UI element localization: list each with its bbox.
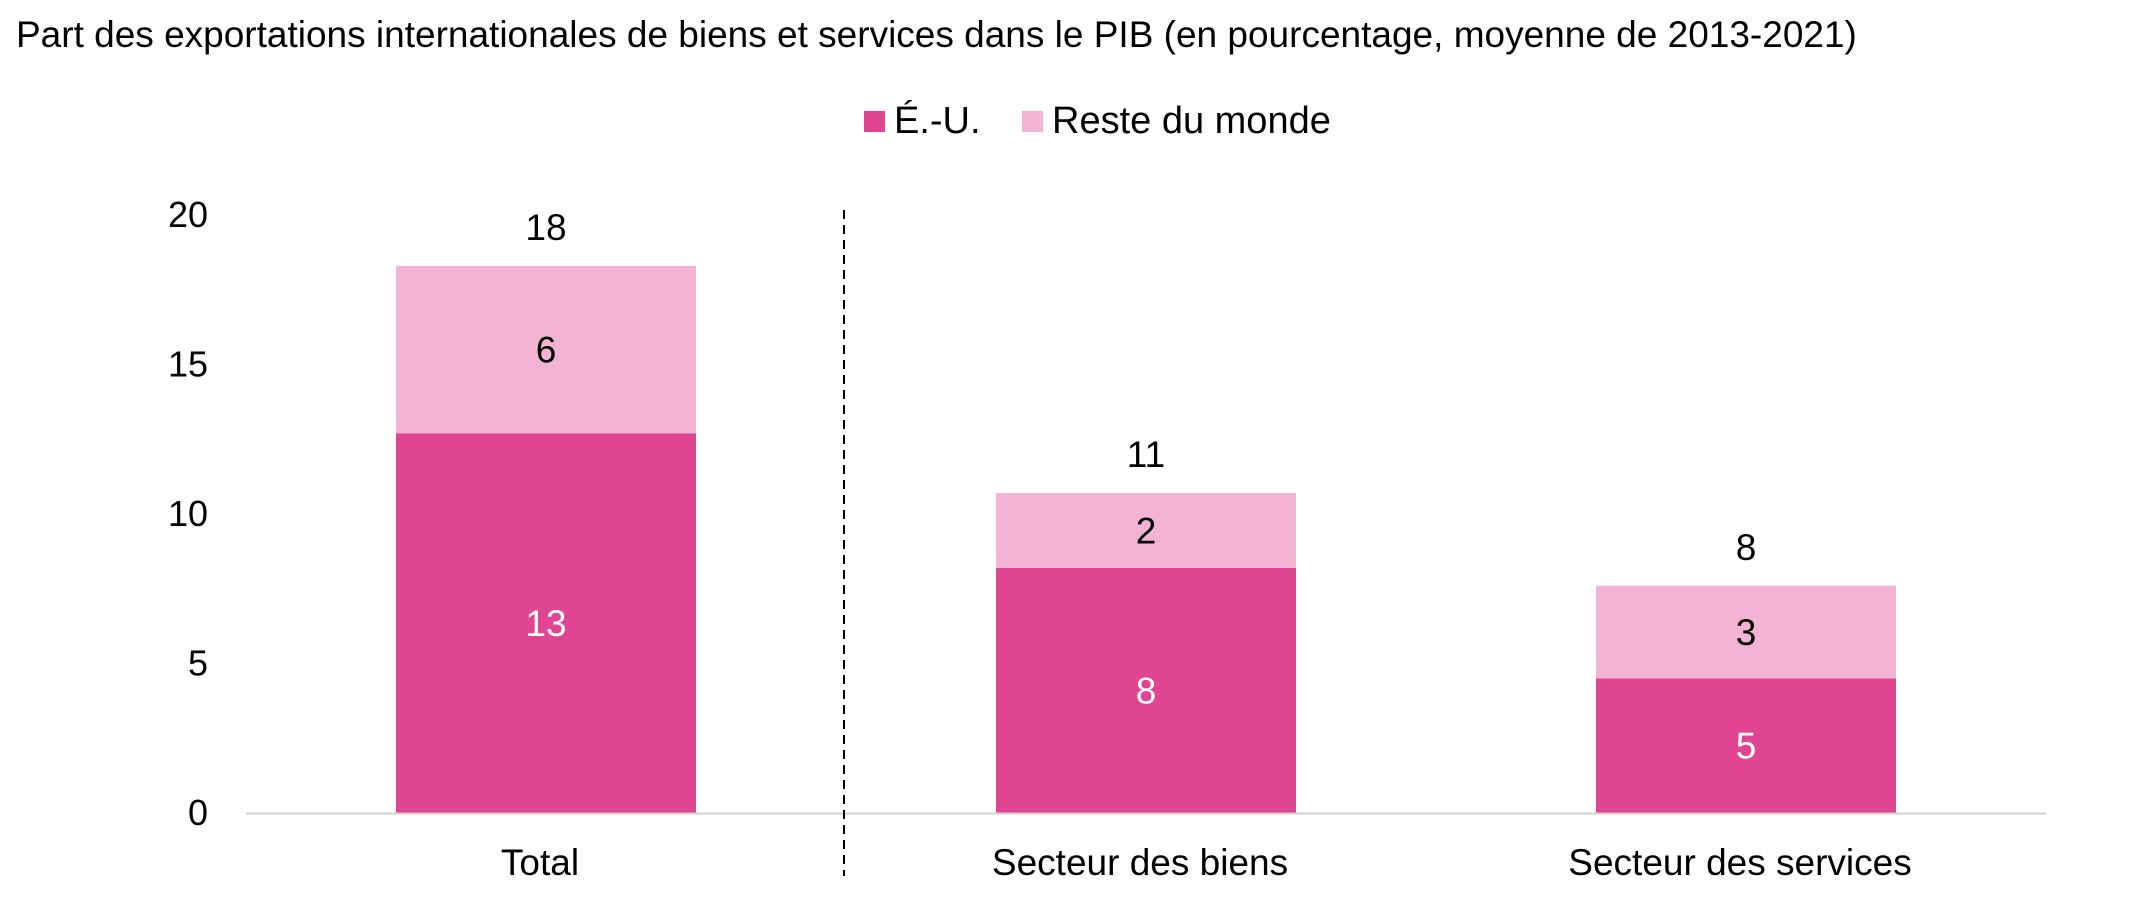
total-label: 8 xyxy=(1736,527,1757,568)
bar-segment-reste xyxy=(1596,585,1896,679)
legend-item-eu: É.-U. xyxy=(864,100,981,143)
category-label: Total xyxy=(501,842,579,883)
legend: É.-U. Reste du monde xyxy=(0,100,2156,150)
data-label: 13 xyxy=(525,603,566,644)
chart-title: Part des exportations internationales de… xyxy=(16,14,1857,55)
bar-segment-eu xyxy=(1596,678,1896,813)
data-label: 3 xyxy=(1736,612,1757,653)
legend-swatch-eu xyxy=(864,111,885,132)
legend-label-eu: É.-U. xyxy=(894,100,981,142)
y-tick-label: 0 xyxy=(188,792,208,833)
legend-item-reste: Reste du monde xyxy=(1022,100,1331,143)
total-label: 11 xyxy=(1127,434,1165,475)
bar-segment-eu xyxy=(996,567,1296,813)
data-label: 5 xyxy=(1736,726,1757,767)
bar-segment-reste xyxy=(996,493,1296,568)
y-tick-label: 20 xyxy=(168,194,208,235)
category-label: Secteur des services xyxy=(1568,842,1911,883)
legend-swatch-reste xyxy=(1022,111,1043,132)
data-label: 8 xyxy=(1136,670,1157,711)
total-label: 18 xyxy=(525,207,566,248)
y-tick-label: 15 xyxy=(168,344,208,385)
y-tick-label: 5 xyxy=(188,643,208,684)
legend-label-reste: Reste du monde xyxy=(1052,100,1331,142)
bar-segment-reste xyxy=(396,265,696,434)
category-label: Secteur des biens xyxy=(992,842,1288,883)
data-label: 2 xyxy=(1136,510,1157,551)
bar-segment-eu xyxy=(396,433,696,813)
y-tick-label: 10 xyxy=(168,493,208,534)
data-label: 6 xyxy=(536,330,557,371)
